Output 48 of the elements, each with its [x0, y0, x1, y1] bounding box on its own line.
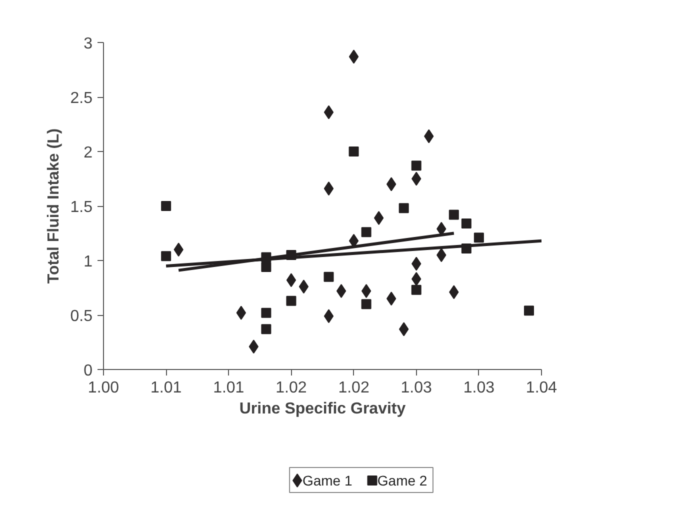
y-tick-label: 2 [84, 144, 93, 162]
point [324, 272, 334, 282]
point [411, 284, 422, 295]
point [336, 284, 346, 298]
point [386, 177, 396, 192]
point [298, 280, 309, 294]
point [348, 146, 359, 156]
x-tick-label: 1.01 [150, 380, 182, 396]
x-tick-label: 1.03 [400, 380, 432, 396]
x-tick-label: 1.00 [88, 380, 120, 396]
point [386, 292, 396, 306]
point [324, 182, 334, 196]
legend-label: Game 2 [377, 472, 428, 488]
y-axis-title: Total Fluid Intake (L) [45, 128, 62, 284]
x-axis-title: Urine Specific Gravity [239, 400, 406, 418]
point [261, 324, 272, 334]
point [524, 306, 534, 316]
point [324, 309, 334, 324]
x-tick-label: 1.01 [213, 380, 244, 396]
y-tick-label: 0 [84, 362, 93, 380]
point [261, 262, 272, 272]
x-tick-label: 1.02 [276, 380, 307, 396]
point [161, 251, 172, 262]
y-tick-label: 2.5 [70, 90, 93, 107]
point [448, 210, 459, 220]
x-tick-label: 1.02 [338, 380, 370, 396]
legend-label: Game 1 [302, 472, 352, 488]
point [411, 160, 422, 171]
point [286, 296, 296, 306]
point [286, 273, 296, 288]
point [361, 299, 372, 310]
y-tick-label: 0.5 [70, 308, 93, 325]
y-tick-label: 1.5 [70, 199, 93, 216]
point [361, 227, 372, 238]
point [361, 284, 372, 298]
point [324, 105, 334, 120]
point [161, 201, 172, 211]
x-tick-label: 1.03 [463, 380, 495, 396]
y-tick-label: 3 [84, 36, 93, 52]
x-tick-label: 1.04 [526, 380, 558, 396]
point [474, 232, 484, 243]
point [248, 340, 259, 354]
y-tick-label: 1 [84, 254, 93, 270]
point [261, 308, 272, 318]
point [374, 210, 384, 225]
point [398, 203, 409, 214]
point [461, 218, 472, 228]
point [348, 50, 359, 64]
